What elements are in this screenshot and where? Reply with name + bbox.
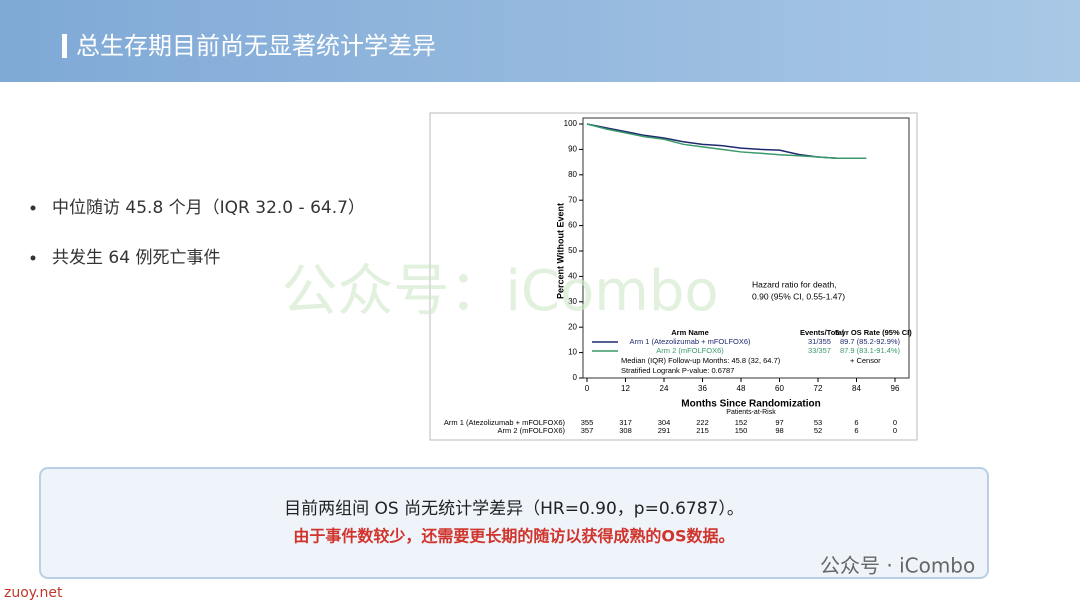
title-marker xyxy=(62,34,67,58)
slide-title: 总生存期目前尚无显著统计学差异 xyxy=(76,32,436,60)
risk-count: 357 xyxy=(581,426,594,435)
risk-count: 97 xyxy=(775,418,783,427)
bullet-dot xyxy=(30,255,36,261)
y-axis-label: Percent Without Event xyxy=(555,203,565,299)
conclusion-highlight: 由于事件数较少，还需要更长期的随访以获得成熟的OS数据。 xyxy=(293,527,734,546)
y-tick-label: 100 xyxy=(564,119,578,128)
risk-count: 53 xyxy=(814,418,822,427)
legend-events: 33/357 xyxy=(808,346,831,355)
risk-count: 317 xyxy=(619,418,632,427)
annotation: 0.90 (95% CI, 0.55-1.47) xyxy=(752,291,845,301)
site-label: zuoy.net xyxy=(4,585,63,601)
y-tick-label: 60 xyxy=(568,221,577,230)
bullet: 共发生 64 例死亡事件 xyxy=(52,248,220,268)
risk-count: 0 xyxy=(893,426,897,435)
x-tick-label: 96 xyxy=(891,384,900,393)
risk-count: 304 xyxy=(658,418,671,427)
y-tick-label: 30 xyxy=(568,297,577,306)
risk-count: 291 xyxy=(658,426,671,435)
risk-count: 152 xyxy=(735,418,748,427)
risk-count: 308 xyxy=(619,426,632,435)
risk-count: 222 xyxy=(696,418,709,427)
x-tick-label: 60 xyxy=(775,384,784,393)
risk-count: 6 xyxy=(854,418,858,427)
x-tick-label: 0 xyxy=(585,384,590,393)
header-band xyxy=(0,0,1080,82)
x-tick-label: 84 xyxy=(852,384,861,393)
note: Median (IQR) Follow-up Months: 45.8 (32,… xyxy=(621,356,781,365)
y-tick-label: 0 xyxy=(573,373,578,382)
x-tick-label: 24 xyxy=(660,384,669,393)
legend-rate: 87.9 (83.1-91.4%) xyxy=(840,346,901,355)
y-tick-label: 10 xyxy=(568,348,577,357)
legend-rate: 89.7 (85.2-92.9%) xyxy=(840,337,901,346)
x-tick-label: 12 xyxy=(621,384,630,393)
legend-label: Arm 1 (Atezolizumab + mFOLFOX6) xyxy=(629,337,751,346)
note: Stratified Logrank P-value: 0.6787 xyxy=(621,366,734,375)
x-tick-label: 48 xyxy=(737,384,746,393)
y-tick-label: 40 xyxy=(568,272,577,281)
legend-header: Arm Name xyxy=(671,328,709,337)
risk-count: 6 xyxy=(854,426,858,435)
risk-count: 355 xyxy=(581,418,594,427)
conclusion-box xyxy=(39,467,989,579)
y-tick-label: 90 xyxy=(568,145,577,154)
censor-label: + Censor xyxy=(850,356,881,365)
risk-count: 0 xyxy=(893,418,897,427)
risk-count: 150 xyxy=(735,426,748,435)
legend-header: Events/Total xyxy=(800,328,844,337)
conclusion-text: 目前两组间 OS 尚无统计学差异（HR=0.90，p=0.6787）。 xyxy=(284,499,744,519)
risk-title: Patients-at-Risk xyxy=(726,409,776,416)
legend-header: 5-yr OS Rate (95% CI) xyxy=(835,328,912,337)
y-tick-label: 80 xyxy=(568,170,577,179)
x-tick-label: 72 xyxy=(814,384,823,393)
wechat-label: 公众号 · iCombo xyxy=(820,554,975,578)
y-tick-label: 50 xyxy=(568,246,577,255)
risk-row-label: Arm 1 (Atezolizumab + mFOLFOX6) xyxy=(444,418,566,427)
x-tick-label: 36 xyxy=(698,384,707,393)
legend-label: Arm 2 (mFOLFOX6) xyxy=(656,346,724,355)
risk-count: 215 xyxy=(696,426,709,435)
y-tick-label: 20 xyxy=(568,322,577,331)
risk-count: 52 xyxy=(814,426,822,435)
legend-events: 31/355 xyxy=(808,337,831,346)
y-tick-label: 70 xyxy=(568,195,577,204)
risk-row-label: Arm 2 (mFOLFOX6) xyxy=(497,426,565,435)
bullet: 中位随访 45.8 个月（IQR 32.0 - 64.7） xyxy=(52,198,365,218)
watermark: 公众号：iCombo xyxy=(281,259,718,324)
bullet-dot xyxy=(30,205,36,211)
chart-frame xyxy=(429,112,918,441)
annotation: Hazard ratio for death, xyxy=(752,279,837,289)
km-curve xyxy=(586,123,867,160)
plot-frame xyxy=(582,117,910,379)
risk-count: 98 xyxy=(775,426,783,435)
x-axis-label: Months Since Randomization xyxy=(681,399,820,410)
